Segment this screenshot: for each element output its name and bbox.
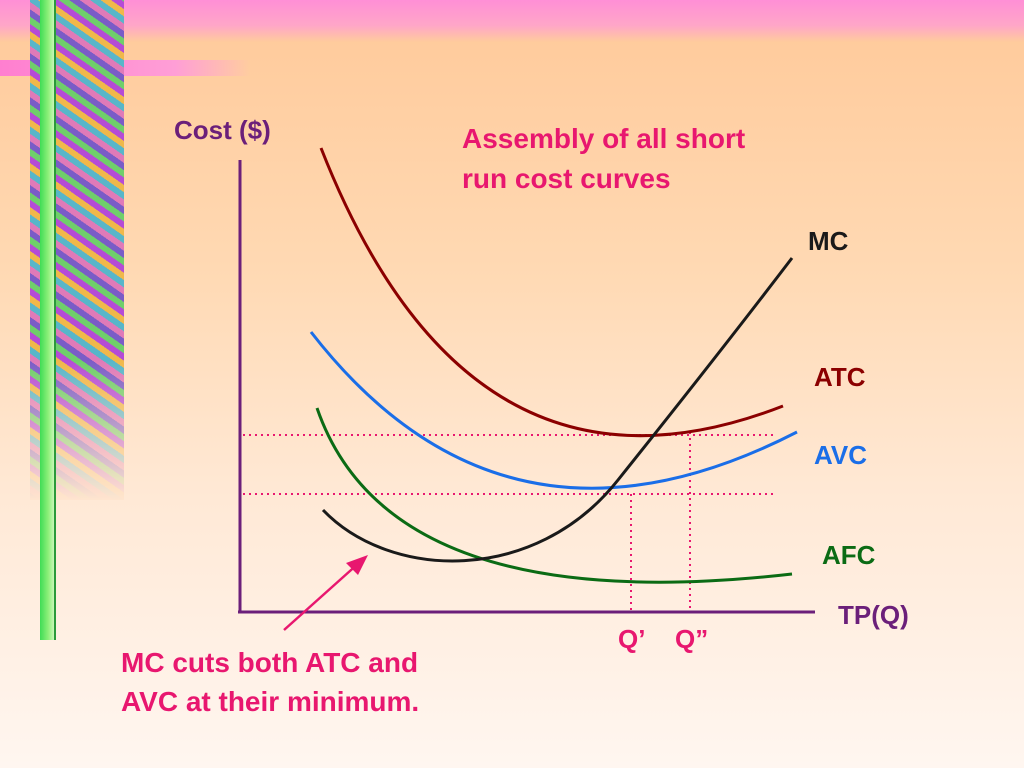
decorative-green-bar [40, 0, 54, 640]
q-double-prime-label: Q” [675, 624, 709, 654]
note-arrow-head [346, 555, 368, 575]
afc-curve [315, 407, 793, 584]
slide-title-line-2: run cost curves [462, 163, 671, 194]
atc-label: ATC [814, 362, 866, 392]
x-axis-label: TP(Q) [838, 600, 909, 630]
afc-label: AFC [822, 540, 876, 570]
q-prime-label: Q’ [618, 624, 646, 654]
avc-label: AVC [814, 440, 867, 470]
header-band [0, 0, 1024, 42]
mc-curve [321, 257, 794, 563]
mc-label: MC [808, 226, 849, 256]
note-line-2: AVC at their minimum. [121, 686, 420, 717]
atc-curve [319, 147, 784, 438]
y-axis-label: Cost ($) [174, 115, 271, 145]
note-line-1: MC cuts both ATC and [121, 647, 419, 678]
avc-curve [309, 331, 798, 490]
note-arrow [283, 561, 361, 631]
slide-title-line-1: Assembly of all short [462, 123, 746, 154]
decorative-green-line [54, 0, 56, 640]
